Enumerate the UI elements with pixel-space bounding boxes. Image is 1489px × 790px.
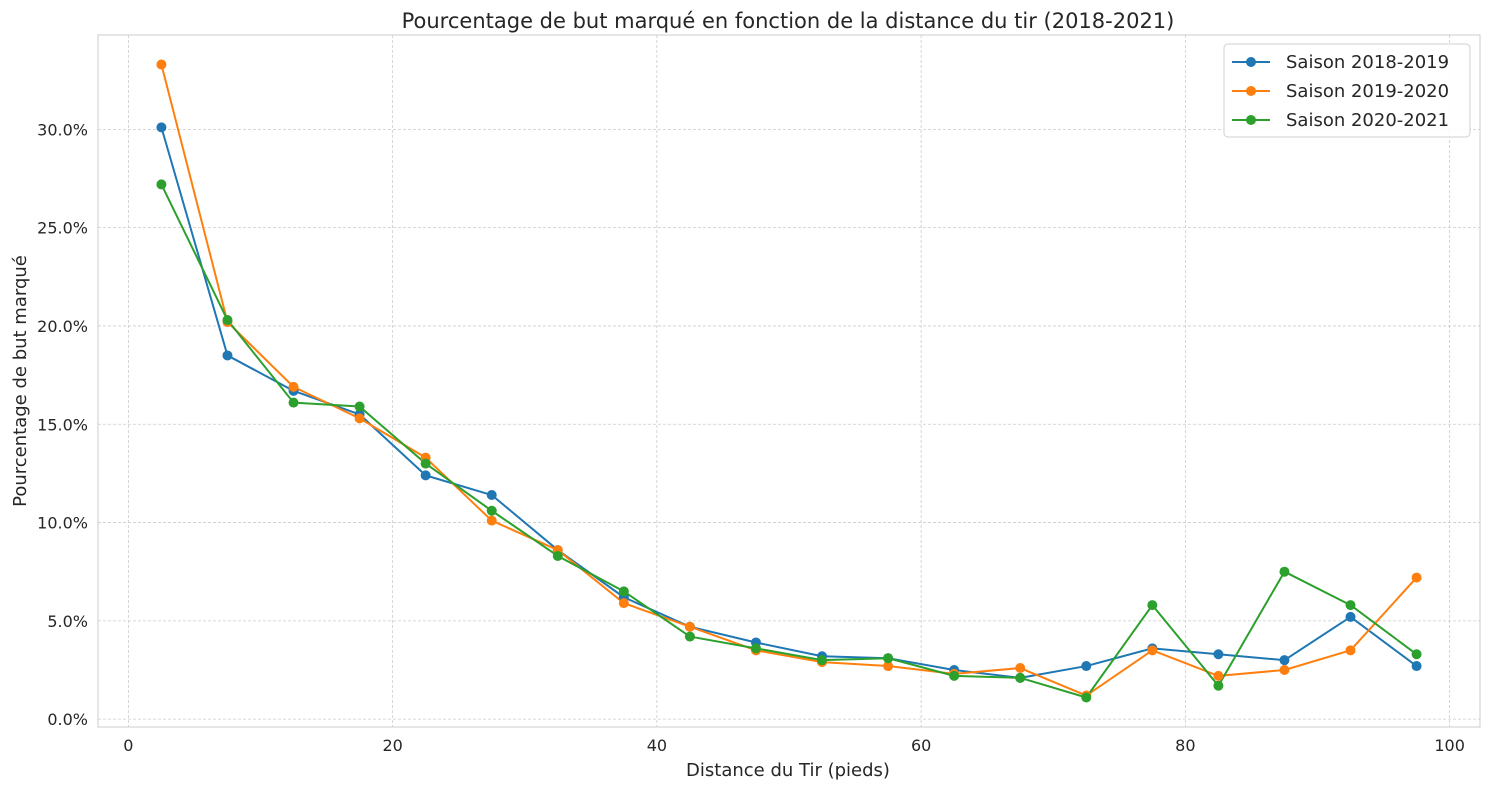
data-point <box>1279 566 1290 577</box>
data-point <box>1411 661 1422 672</box>
y-tick-label: 5.0% <box>47 612 88 631</box>
x-axis-label: Distance du Tir (pieds) <box>686 760 890 781</box>
data-point <box>552 550 563 561</box>
plot-frame <box>97 34 1481 728</box>
x-gridlines <box>127 35 1451 727</box>
data-point <box>1411 572 1422 583</box>
y-tick-label: 15.0% <box>37 415 88 434</box>
data-point <box>1015 663 1026 674</box>
x-tick-label: 0 <box>123 736 133 755</box>
x-tick-label: 80 <box>1175 736 1195 755</box>
data-point <box>684 621 695 632</box>
data-point <box>156 179 167 190</box>
data-point <box>1147 600 1158 611</box>
y-gridlines <box>98 128 1480 720</box>
data-point <box>288 381 299 392</box>
legend-marker <box>1246 115 1256 125</box>
data-point <box>1213 680 1224 691</box>
data-point <box>420 458 431 469</box>
data-point <box>486 515 497 526</box>
data-point <box>354 401 365 412</box>
x-tick-label: 60 <box>911 736 931 755</box>
x-tick-label: 40 <box>647 736 667 755</box>
y-tick-label: 20.0% <box>37 317 88 336</box>
legend-label: Saison 2018-2019 <box>1286 52 1449 73</box>
data-point <box>1081 661 1092 672</box>
data-point <box>883 653 894 664</box>
y-tick-label: 10.0% <box>37 514 88 533</box>
data-point <box>1345 645 1356 656</box>
data-point <box>1147 645 1158 656</box>
data-point <box>222 315 233 326</box>
data-point <box>684 631 695 642</box>
y-tick-label: 25.0% <box>37 219 88 238</box>
data-point <box>750 643 761 654</box>
y-axis-ticks: 0.0% 5.0% 10.0% 15.0% 20.0% 25.0% 30.0% <box>37 120 88 729</box>
data-point <box>1213 670 1224 681</box>
x-tick-label: 20 <box>382 736 402 755</box>
y-tick-label: 30.0% <box>37 120 88 139</box>
data-point <box>1279 655 1290 666</box>
data-point <box>1345 611 1356 622</box>
data-point <box>1015 672 1026 683</box>
data-point <box>486 490 497 501</box>
y-axis-label: Pourcentage de but marqué <box>10 255 31 507</box>
legend: Saison 2018-2019 Saison 2019-2020 Saison 2… <box>1223 43 1471 138</box>
legend-marker <box>1246 86 1256 96</box>
x-tick-label: 100 <box>1434 736 1465 755</box>
data-point <box>883 661 894 672</box>
data-point <box>817 655 828 666</box>
data-point <box>222 350 233 361</box>
data-point <box>1279 664 1290 675</box>
legend-label: Saison 2019-2020 <box>1286 81 1449 102</box>
data-point <box>1081 692 1092 703</box>
series-line-3 <box>160 183 1418 699</box>
data-point <box>618 586 629 597</box>
data-point <box>486 505 497 516</box>
data-point <box>949 670 960 681</box>
y-tick-label: 0.0% <box>47 710 88 729</box>
series-lines <box>160 64 1418 699</box>
data-point <box>618 598 629 609</box>
data-point <box>354 413 365 424</box>
data-point <box>1213 649 1224 660</box>
series-line-1 <box>160 127 1418 679</box>
data-point <box>1411 649 1422 660</box>
data-point <box>1345 600 1356 611</box>
legend-marker <box>1246 57 1256 67</box>
series-line-2 <box>160 64 1418 697</box>
data-point <box>156 59 167 70</box>
legend-label: Saison 2020-2021 <box>1286 110 1449 131</box>
legend-box <box>1223 43 1471 138</box>
series-points <box>156 59 1422 703</box>
data-point <box>420 470 431 481</box>
chart-title: Pourcentage de but marqué en fonction de… <box>402 9 1175 33</box>
data-point <box>156 122 167 133</box>
data-point <box>288 397 299 408</box>
x-axis-ticks: 0 20 40 60 80 100 <box>123 736 1465 755</box>
